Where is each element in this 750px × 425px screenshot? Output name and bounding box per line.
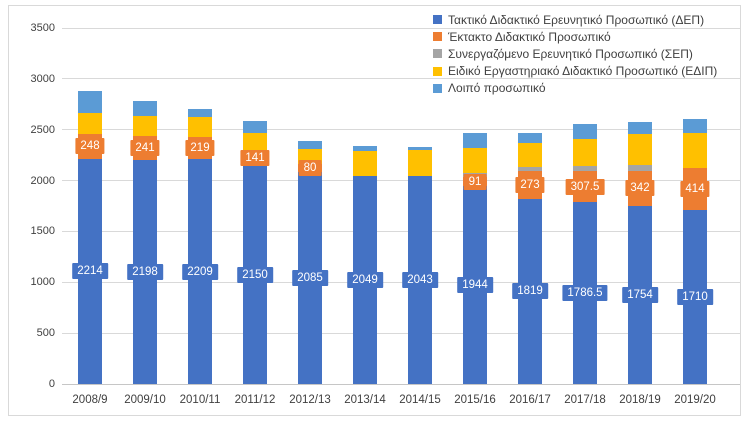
bar-value-label: 414 — [680, 181, 710, 197]
legend-swatch-icon — [433, 15, 442, 25]
gridline — [62, 230, 740, 232]
bar-value-label: 2150 — [237, 266, 273, 283]
legend-item-series-4: Λοιπό προσωπικό — [433, 80, 717, 97]
legend-swatch-icon — [433, 66, 442, 76]
gridline — [62, 281, 740, 283]
bar-segment-series-4 — [133, 101, 157, 116]
bar-segment-series-4 — [628, 121, 652, 134]
bar-value-label: 2043 — [402, 272, 438, 289]
bar-value-label: 91 — [463, 173, 487, 190]
x-axis-tick-label: 2010/11 — [179, 394, 221, 406]
bar-value-label: 273 — [515, 177, 545, 194]
gridline — [62, 332, 740, 334]
bar-value-label: 2214 — [72, 263, 108, 280]
bar-segment-series-4 — [408, 146, 432, 151]
bar-segment-series-3 — [188, 116, 212, 138]
legend-item-series-1: Έκτακτο Διδακτικό Προσωπικό — [433, 28, 717, 45]
gridline — [62, 129, 740, 131]
bar-segment-series-4 — [188, 108, 212, 117]
y-axis-tick-label: 3500 — [30, 22, 55, 34]
bar-value-label: 1944 — [457, 277, 493, 294]
bar-segment-series-4 — [518, 133, 542, 144]
bar-segment-series-3 — [628, 133, 652, 166]
x-axis-tick-label: 2016/17 — [509, 394, 551, 406]
bar-segment-series-4 — [353, 145, 377, 152]
bar-segment-series-3 — [463, 148, 487, 174]
bar-value-label: 1819 — [512, 283, 548, 300]
x-axis-tick-label: 2019/20 — [674, 394, 716, 406]
legend-label: Ειδικό Εργαστηριακό Διδακτικό Προσωπικό … — [448, 64, 718, 79]
bar-segment-series-4 — [78, 90, 102, 114]
y-axis-tick-label: 2500 — [30, 123, 55, 136]
bar-segment-series-4 — [573, 124, 597, 140]
x-axis-tick-label: 2014/15 — [399, 394, 441, 406]
y-axis-tick-label: 1000 — [30, 276, 55, 289]
legend-item-series-2: Συνεργαζόμενο Ερευνητικό Προσωπικό (ΣΕΠ) — [433, 45, 717, 62]
legend-label: Τακτικό Διδακτικό Ερευνητικό Προσωπικό (… — [448, 12, 705, 27]
gridline — [62, 78, 740, 80]
bar-value-label: 1754 — [622, 286, 658, 303]
x-axis-tick-label: 2009/10 — [124, 394, 166, 406]
gridline — [62, 180, 740, 182]
legend-label: Λοιπό προσωπικό — [448, 81, 546, 96]
bar-segment-series-2 — [518, 167, 542, 172]
bar-value-label: 307.5 — [565, 178, 605, 195]
bar-value-label: 141 — [240, 150, 270, 167]
x-axis-tick-label: 2018/19 — [619, 394, 661, 406]
y-axis-tick-label: 1500 — [30, 225, 55, 238]
bar-value-label: 2198 — [127, 264, 163, 281]
bar-segment-series-3 — [133, 115, 157, 136]
bar-segment-series-4 — [298, 140, 322, 150]
y-axis-tick-label: 3000 — [30, 72, 55, 85]
bar-segment-series-3 — [78, 113, 102, 134]
y-axis-tick-label: 2000 — [30, 174, 55, 187]
x-axis-tick-label: 2015/16 — [454, 394, 496, 406]
bar-segment-series-3 — [408, 150, 432, 177]
bar-segment-series-3 — [683, 133, 707, 168]
bar-segment-series-4 — [463, 133, 487, 148]
x-axis-tick-label: 2013/14 — [344, 394, 386, 406]
y-axis-tick-label: 500 — [36, 327, 55, 340]
legend-label: Έκτακτο Διδακτικό Προσωπικό — [448, 29, 611, 44]
bar-segment-series-3 — [518, 143, 542, 168]
legend: Τακτικό Διδακτικό Ερευνητικό Προσωπικό (… — [433, 11, 717, 97]
x-axis-tick-label: 2017/18 — [564, 394, 606, 406]
legend-item-series-3: Ειδικό Εργαστηριακό Διδακτικό Προσωπικό … — [433, 63, 717, 80]
bar-value-label: 219 — [185, 140, 215, 157]
bar-value-label: 1786.5 — [562, 285, 608, 302]
legend-label: Συνεργαζόμενο Ερευνητικό Προσωπικό (ΣΕΠ) — [448, 46, 693, 61]
legend-swatch-icon — [433, 49, 442, 59]
bar-segment-series-4 — [683, 119, 707, 134]
bar-value-label: 80 — [298, 159, 322, 176]
legend-item-series-0: Τακτικό Διδακτικό Ερευνητικό Προσωπικό (… — [433, 11, 717, 28]
bar-value-label: 241 — [130, 140, 160, 157]
x-axis-tick-label: 2012/13 — [289, 394, 331, 406]
bar-value-label: 2049 — [347, 271, 383, 288]
bar-value-label: 342 — [625, 180, 655, 197]
bar-segment-series-3 — [573, 139, 597, 166]
x-axis-line — [62, 383, 740, 385]
y-axis-tick-label: 0 — [48, 378, 55, 390]
x-axis-tick-label: 2008/9 — [72, 394, 108, 406]
bar-segment-series-4 — [243, 121, 267, 133]
legend-swatch-icon — [433, 83, 442, 93]
legend-swatch-icon — [433, 32, 442, 42]
bar-segment-series-2 — [573, 165, 597, 171]
bar-value-label: 2085 — [292, 269, 328, 286]
x-axis-tick-label: 2011/12 — [234, 394, 276, 406]
bar-segment-series-2 — [628, 165, 652, 171]
bar-value-label: 2209 — [182, 263, 218, 280]
bar-segment-series-3 — [353, 151, 377, 176]
bar-value-label: 1710 — [677, 289, 713, 306]
bar-segment-series-3 — [243, 132, 267, 151]
bar-value-label: 248 — [75, 138, 105, 155]
gridline — [62, 27, 740, 29]
